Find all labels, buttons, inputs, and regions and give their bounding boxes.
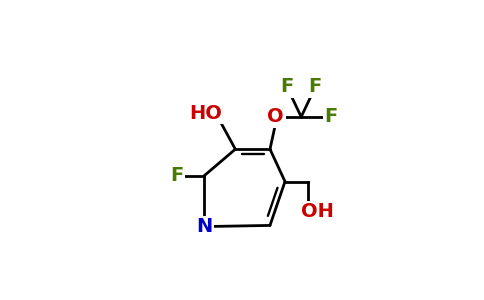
Text: HO: HO (189, 104, 222, 123)
Text: F: F (308, 77, 322, 96)
Text: F: F (170, 166, 183, 185)
Text: OH: OH (301, 202, 334, 221)
Text: N: N (196, 217, 212, 236)
Text: O: O (268, 107, 284, 126)
Text: F: F (281, 77, 294, 96)
Text: F: F (325, 107, 338, 126)
